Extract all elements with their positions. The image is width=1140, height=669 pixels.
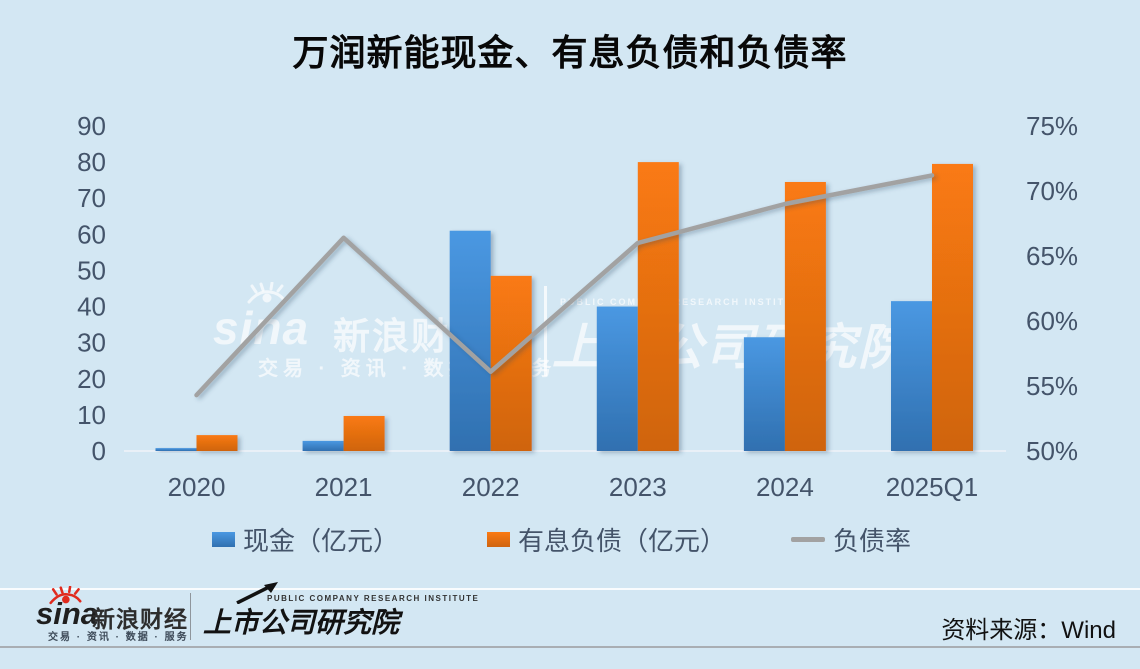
bar-debt-2025Q1 — [932, 163, 973, 451]
arrow-up-right-icon — [233, 580, 285, 609]
debt-ratio-line — [194, 173, 935, 398]
y-axis-left-tick-30: 30 — [77, 328, 106, 358]
debt-swatch-icon — [487, 532, 510, 547]
footer-bottom-divider — [0, 646, 1140, 648]
legend-label-ratio: 负债率 — [833, 526, 912, 556]
y-axis-right-tick-50pct: 50% — [1026, 436, 1078, 466]
x-axis-label-2021: 2021 — [315, 472, 373, 502]
x-axis-label-2024: 2024 — [756, 472, 814, 502]
legend-label-cash: 现金（亿元） — [243, 526, 400, 556]
pcri-logo: 上市公司研究院 — [203, 607, 400, 638]
cash-swatch-icon — [212, 532, 235, 547]
y-axis-left-tick-40: 40 — [77, 292, 106, 322]
sina-logo: sina — [36, 596, 99, 631]
bar-cash-2020 — [155, 448, 197, 451]
bar-cash-2021 — [302, 440, 344, 451]
legend-label-debt: 有息负债（亿元） — [518, 526, 727, 556]
sina-services-tagline: 交易 · 资讯 · 数据 · 服务 — [48, 632, 189, 643]
sina-finance-name: 新浪财经 — [92, 606, 188, 632]
y-axis-left-tick-60: 60 — [77, 219, 106, 249]
bar-debt-2024 — [784, 181, 826, 451]
legend-item-ratio: 负债率 — [791, 521, 911, 558]
watermark-divider — [544, 286, 547, 376]
bar-debt-2021 — [343, 415, 385, 451]
y-axis-left-tick-0: 0 — [92, 436, 106, 466]
bar-debt-2020 — [196, 435, 238, 451]
y-axis-left-tick-70: 70 — [77, 183, 106, 213]
legend-item-debt: 有息负债（亿元） — [487, 521, 726, 558]
y-axis-left-tick-90: 90 — [77, 111, 106, 141]
bar-cash-2024 — [743, 337, 785, 451]
y-axis-left-tick-50: 50 — [77, 255, 106, 285]
x-axis-label-2023: 2023 — [609, 472, 667, 502]
data-source: 资料来源：Wind — [941, 617, 1116, 644]
ratio-swatch-icon — [791, 537, 825, 542]
bar-debt-2023 — [637, 162, 679, 451]
legend-item-cash: 现金（亿元） — [212, 521, 399, 558]
y-axis-right-tick-65pct: 65% — [1026, 241, 1078, 271]
x-axis-label-2020: 2020 — [168, 472, 226, 502]
bar-cash-2025Q1 — [891, 301, 932, 451]
y-axis-left-tick-10: 10 — [77, 400, 106, 430]
y-axis-right-tick-55pct: 55% — [1026, 371, 1078, 401]
y-axis-left-tick-20: 20 — [77, 364, 106, 394]
chart-title: 万润新能现金、有息负债和负债率 — [292, 32, 848, 73]
y-axis-right-tick-75pct: 75% — [1026, 111, 1078, 141]
footer-logo-divider — [190, 593, 191, 640]
bar-cash-2023 — [596, 306, 638, 451]
sina-eye-watermark-icon — [244, 281, 288, 313]
x-axis-label-2025Q1: 2025Q1 — [886, 472, 979, 502]
pcri-watermark-en: PUBLIC COMPANY RESEARCH INSTITUTE — [560, 297, 810, 307]
pcri-english-name: PUBLIC COMPANY RESEARCH INSTITUTE — [267, 594, 480, 603]
y-axis-right-tick-70pct: 70% — [1026, 176, 1078, 206]
footer-top-divider — [0, 588, 1140, 590]
y-axis-right-tick-60pct: 60% — [1026, 306, 1078, 336]
y-axis-left-tick-80: 80 — [77, 147, 106, 177]
x-axis-label-2022: 2022 — [462, 472, 520, 502]
legend: 现金（亿元） 有息负债（亿元） 负债率 — [0, 521, 1140, 558]
sina-eye-icon — [46, 585, 84, 613]
